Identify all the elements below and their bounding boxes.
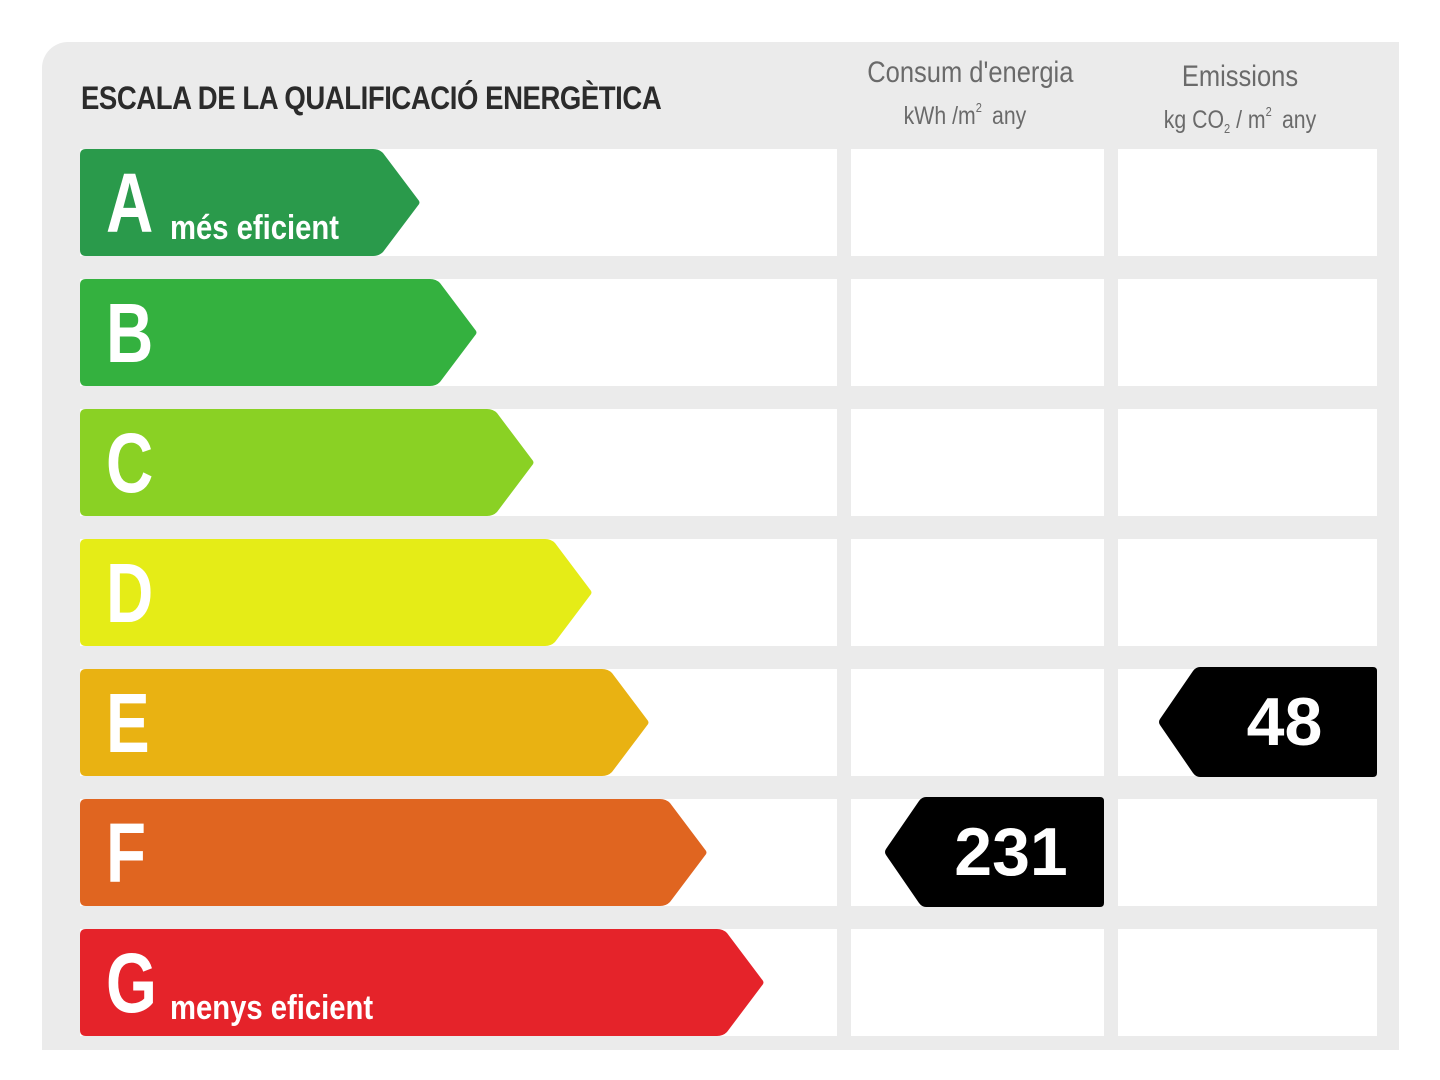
class-letter: D	[106, 546, 154, 640]
class-letter: G	[106, 936, 157, 1030]
class-letter: B	[106, 286, 154, 380]
emissions-cell	[1118, 279, 1377, 386]
class-bar-d: D	[80, 539, 593, 646]
rating-row-c: C	[80, 409, 1377, 516]
rating-value: 48	[1246, 684, 1323, 760]
class-bar-f: F	[80, 799, 708, 906]
label-title: ESCALA DE LA QUALIFICACIÓ ENERGÈTICA	[81, 80, 662, 116]
class-note: més eficient	[170, 209, 340, 247]
rating-row-e: E 48	[80, 667, 1377, 777]
energy-cell	[851, 409, 1104, 516]
class-letter: F	[106, 806, 147, 900]
energy-cell	[851, 539, 1104, 646]
rating-value: 231	[954, 814, 1068, 890]
emissions-header-unit: kg CO2 / m2 any	[1163, 104, 1317, 136]
rating-row-f: F 231	[80, 797, 1377, 907]
class-letter: E	[106, 676, 150, 770]
energy-header-unit: kWh /m2 any	[903, 100, 1027, 130]
class-bar-e: E	[80, 669, 650, 776]
energy-cell	[851, 929, 1104, 1036]
emissions-cell	[1118, 799, 1377, 906]
energy-column-header: Consum d'energia kWh /m2 any	[850, 56, 1080, 131]
class-bar-b: B	[80, 279, 478, 386]
class-letter: C	[106, 416, 154, 510]
energy-rating-marker: 231	[884, 797, 1104, 907]
energy-cell	[851, 279, 1104, 386]
emissions-rating-marker: 48	[1158, 667, 1377, 777]
emissions-column-header: Emissions kg CO2 / m2 any	[1125, 60, 1355, 136]
energy-cell	[851, 669, 1104, 776]
class-letter: A	[106, 156, 154, 250]
class-bar-c: C	[80, 409, 535, 516]
energy-cell	[851, 149, 1104, 256]
rating-row-b: B	[80, 279, 1377, 386]
energy-header-title: Consum d'energia	[867, 56, 1074, 89]
emissions-cell	[1118, 409, 1377, 516]
class-note: menys eficient	[170, 989, 374, 1027]
rating-row-d: D	[80, 539, 1377, 646]
emissions-cell	[1118, 929, 1377, 1036]
emissions-cell	[1118, 539, 1377, 646]
emissions-cell	[1118, 149, 1377, 256]
emissions-header-title: Emissions	[1181, 60, 1299, 93]
